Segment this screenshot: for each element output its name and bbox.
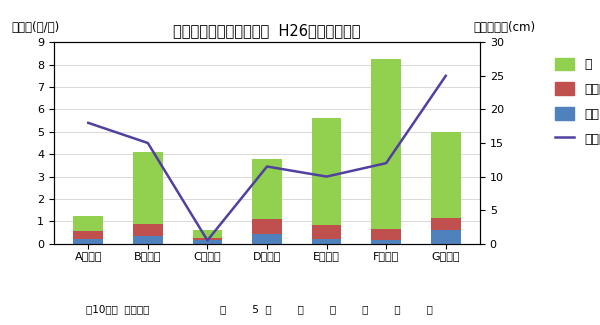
Bar — [311, 225, 341, 239]
Bar — [371, 229, 401, 240]
Bar — [133, 236, 163, 244]
Bar — [431, 230, 461, 244]
Bar — [73, 216, 103, 231]
Bar — [371, 59, 401, 229]
Text: （        5  ｍ        幅        地        掻        き        ）: （ 5 ｍ 幅 地 掻 き ） — [220, 304, 433, 314]
Text: （10ｍ幅  地掻き）: （10ｍ幅 地掻き） — [86, 304, 150, 314]
Bar — [252, 219, 282, 234]
Bar — [133, 224, 163, 236]
Bar — [371, 240, 401, 244]
Bar — [252, 234, 282, 244]
Text: 平均ササ高(cm): 平均ササ高(cm) — [473, 21, 535, 34]
Bar — [193, 240, 223, 244]
Bar — [431, 218, 461, 230]
Bar — [252, 159, 282, 219]
Bar — [193, 238, 223, 240]
Bar — [193, 230, 223, 238]
Title: カラマツ天然更新試験地  H26植生調査結果: カラマツ天然更新試験地 H26植生調査結果 — [173, 23, 361, 38]
Bar — [431, 132, 461, 218]
Bar — [73, 231, 103, 239]
Bar — [311, 239, 341, 244]
Legend: 草, イチゴ, ササ, ササ高: 草, イチゴ, ササ, ササ高 — [550, 53, 600, 151]
Bar — [133, 152, 163, 224]
Bar — [73, 239, 103, 244]
Bar — [311, 118, 341, 225]
Text: 植生数(本/㎡): 植生数(本/㎡) — [11, 21, 59, 34]
